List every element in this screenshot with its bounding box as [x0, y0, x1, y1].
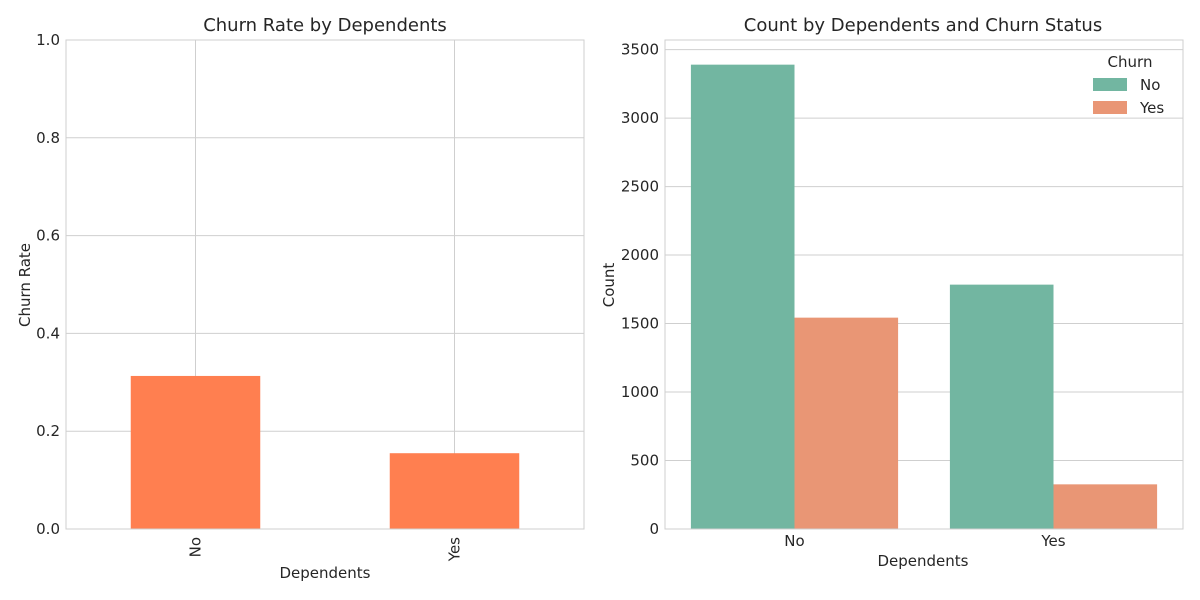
chart1-bars [130, 375, 520, 529]
chart2-ytick-label: 3500 [621, 41, 659, 59]
chart2-bar-no-no [690, 64, 795, 530]
chart2-bar-yes-no [949, 284, 1054, 529]
chart2-ytick-label: 0 [649, 520, 659, 538]
chart1-xtick-label: Yes [446, 537, 464, 562]
chart2-x-ticks: No Yes [784, 532, 1065, 550]
legend-label-no: No [1140, 76, 1160, 94]
chart2-ytick-label: 1000 [621, 383, 659, 401]
chart1-x-ticks: No Yes [187, 537, 464, 562]
chart2-y-ticks: 0 500 1000 1500 2000 2500 3000 3500 [621, 41, 659, 538]
chart2-ytick-label: 3000 [621, 109, 659, 127]
legend-title: Churn [1108, 53, 1153, 71]
chart1-ytick-label: 0.8 [36, 129, 60, 147]
chart1-frame [65, 39, 585, 530]
chart1-xtick-label: No [187, 537, 205, 557]
chart2-bar-no-yes [794, 317, 899, 529]
chart2-ytick-label: 2500 [621, 178, 659, 196]
churn-rate-chart: Churn Rate by Dependents 0.0 0.2 0.4 0.6 0.8… [16, 15, 585, 582]
chart2-y-axis-label: Count [600, 263, 618, 308]
chart1-ytick-label: 0.4 [36, 324, 60, 342]
legend-label-yes: Yes [1139, 99, 1164, 117]
chart2-frame [664, 39, 1184, 530]
chart2-ytick-label: 2000 [621, 246, 659, 264]
chart2-x-axis-label: Dependents [878, 552, 969, 570]
chart1-title: Churn Rate by Dependents [203, 15, 447, 36]
chart2-ytick-label: 500 [630, 452, 659, 470]
chart1-ytick-label: 0.2 [36, 422, 60, 440]
chart2-xtick-label: No [784, 532, 804, 550]
chart2-legend: Churn No Yes [1093, 53, 1164, 117]
chart2-title: Count by Dependents and Churn Status [744, 15, 1102, 36]
chart2-xtick-label: Yes [1040, 532, 1065, 550]
chart1-ytick-label: 0.6 [36, 227, 60, 245]
chart2-bars [690, 64, 1158, 530]
chart1-y-axis-label: Churn Rate [16, 243, 34, 327]
legend-swatch-no [1093, 78, 1127, 91]
chart2-bar-yes-yes [1053, 484, 1158, 529]
chart2-ytick-label: 1500 [621, 315, 659, 333]
chart1-ytick-label: 1.0 [36, 31, 60, 49]
chart1-bar-no [130, 375, 261, 529]
chart1-x-axis-label: Dependents [280, 564, 371, 582]
chart1-bar-yes [389, 453, 520, 529]
count-chart: Count by Dependents and Churn Status 0 50… [600, 15, 1184, 570]
chart1-ytick-label: 0.0 [36, 520, 60, 538]
chart1-y-ticks: 0.0 0.2 0.4 0.6 0.8 1.0 [36, 31, 60, 538]
legend-swatch-yes [1093, 101, 1127, 114]
